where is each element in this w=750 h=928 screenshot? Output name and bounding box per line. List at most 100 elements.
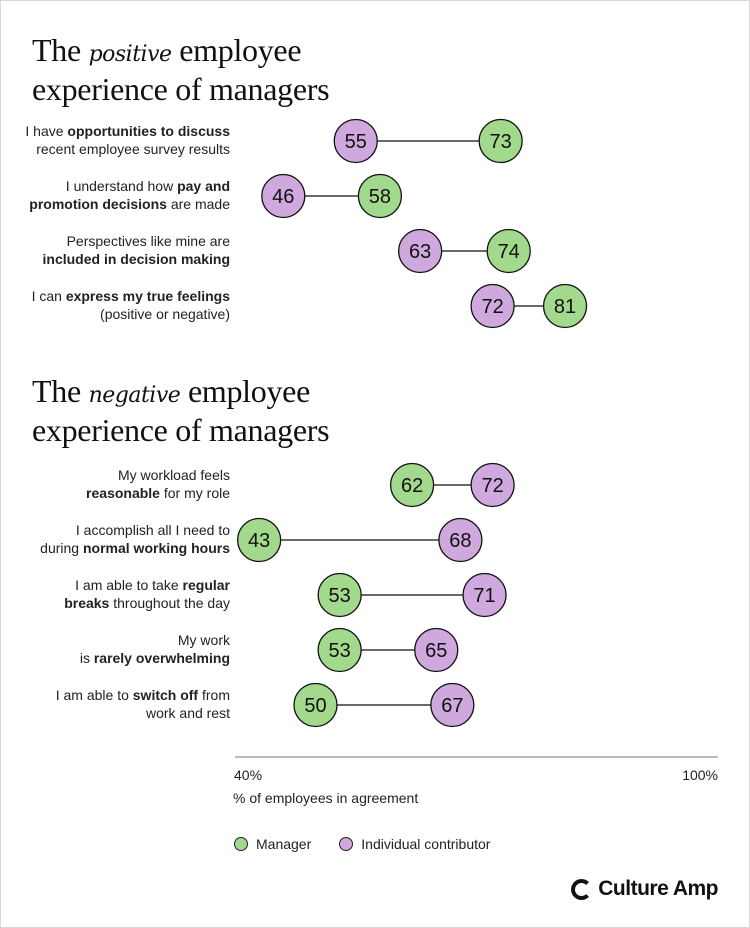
legend-item-ic: Individual contributor [339, 836, 490, 852]
manager-point [357, 173, 403, 219]
manager-value-label: 53 [329, 640, 351, 662]
row-label-line: reasonable for my role [10, 484, 230, 502]
ic-value-label: 55 [345, 131, 367, 153]
label-emphasis: pay and [177, 178, 230, 194]
row-label-line: I am able to switch off from [10, 686, 230, 704]
row-label: Perspectives like mine are included in de… [10, 232, 230, 268]
label-emphasis: regular [182, 577, 230, 593]
ic-point [438, 517, 483, 563]
manager-value-label: 73 [490, 131, 512, 153]
ic-point [333, 118, 378, 164]
ic-point [462, 572, 507, 618]
row-label: My workload feels reasonable for my role [10, 466, 230, 502]
row-label: My work is rarely overwhelming [10, 631, 230, 667]
row-label-line: during normal working hours [10, 539, 230, 557]
title-text: The [32, 32, 81, 68]
label-text: I am able to [55, 687, 133, 703]
legend-swatch-ic [339, 837, 354, 851]
row-label: I can express my true feelings (positive … [10, 287, 230, 323]
label-text: I have [25, 123, 68, 139]
title-text: experience of managers [32, 412, 330, 448]
manager-value-label: 81 [554, 296, 576, 318]
label-text: for my role [159, 485, 230, 501]
manager-value-label: 74 [498, 241, 520, 263]
label-text: throughout the day [109, 595, 230, 611]
manager-point [478, 118, 523, 164]
ic-value-label: 68 [449, 530, 471, 552]
ic-value-label: 67 [441, 695, 463, 717]
manager-point [293, 682, 338, 728]
label-emphasis: rarely overwhelming [93, 650, 230, 666]
x-tick-label: 100% [682, 767, 718, 783]
ic-value-label: 72 [481, 296, 503, 318]
label-emphasis: promotion decisions [29, 196, 167, 212]
legend-swatch-manager [234, 837, 248, 851]
section-title: The positive employee experience of manag… [32, 32, 330, 107]
legend-item-manager: Manager [234, 836, 311, 852]
label-text: work and rest [145, 705, 230, 721]
label-emphasis: normal working hours [82, 540, 230, 556]
row-label: I am able to take regular breaks througho… [10, 576, 230, 612]
ic-point [470, 283, 515, 329]
label-emphasis: switch off [132, 687, 199, 703]
title-text: experience of managers [32, 71, 330, 107]
row-label: I have opportunities to discuss recent em… [10, 122, 230, 158]
ic-point [430, 682, 475, 728]
row-label-line: My work [10, 631, 230, 649]
manager-point [236, 517, 282, 563]
row-label-line: included in decision making [10, 250, 230, 268]
manager-point [542, 283, 588, 329]
x-tick-label: 40% [234, 767, 263, 783]
row-label-line: I understand how pay and [10, 177, 230, 195]
label-text: (positive or negative) [100, 306, 230, 322]
row-label-line: Perspectives like mine are [10, 232, 230, 250]
label-text: I accomplish all I need to [75, 522, 230, 538]
row-label-line: promotion decisions are made [10, 195, 230, 213]
brand-name: Culture Amp [598, 877, 718, 900]
label-text: is [79, 650, 94, 666]
label-emphasis: reasonable [86, 485, 160, 501]
ic-point [397, 228, 443, 274]
ic-value-label: 63 [409, 241, 431, 263]
label-text: My workload feels [117, 467, 230, 483]
label-emphasis: breaks [64, 595, 110, 611]
title-text: employee [179, 32, 302, 68]
label-emphasis: included in decision making [42, 251, 230, 267]
legend: Manager Individual contributor [234, 836, 518, 852]
manager-point [317, 627, 362, 673]
ic-value-label: 46 [272, 186, 294, 208]
label-text: I am able to take [75, 577, 183, 593]
title-text: The [32, 373, 81, 409]
manager-value-label: 62 [401, 475, 423, 497]
manager-point [317, 572, 362, 618]
ic-value-label: 71 [473, 585, 495, 607]
manager-value-label: 53 [329, 585, 351, 607]
ic-point [414, 627, 459, 673]
ic-point [470, 462, 515, 508]
legend-label: Manager [256, 836, 312, 852]
ic-point [261, 173, 306, 219]
label-text: Perspectives like mine are [66, 233, 230, 249]
row-label-line: work and rest [10, 704, 230, 722]
row-label-line: recent employee survey results [10, 140, 230, 158]
label-text: recent employee survey results [36, 141, 230, 157]
culture-amp-logo: Culture Amp [571, 877, 718, 901]
title-emphasis: positive [88, 42, 172, 67]
legend-label: Individual contributor [361, 836, 491, 852]
row-label-line: (positive or negative) [10, 305, 230, 323]
row-label-line: I have opportunities to discuss [10, 122, 230, 140]
row-label-line: I can express my true feelings [10, 287, 230, 305]
row-label-line: My workload feels [10, 466, 230, 484]
manager-point [486, 228, 531, 274]
row-label: I accomplish all I need to during normal … [10, 521, 230, 557]
manager-value-label: 43 [248, 530, 270, 552]
row-label-line: breaks throughout the day [10, 594, 230, 612]
label-text: I can [31, 288, 66, 304]
section-title: The negative employee experience of manag… [32, 373, 330, 448]
culture-amp-logo-icon [571, 878, 593, 900]
x-axis-title: % of employees in agreement [233, 790, 419, 806]
title-text: employee [187, 373, 310, 409]
label-text: I understand how [65, 178, 178, 194]
manager-value-label: 58 [369, 186, 391, 208]
ic-value-label: 72 [481, 475, 503, 497]
